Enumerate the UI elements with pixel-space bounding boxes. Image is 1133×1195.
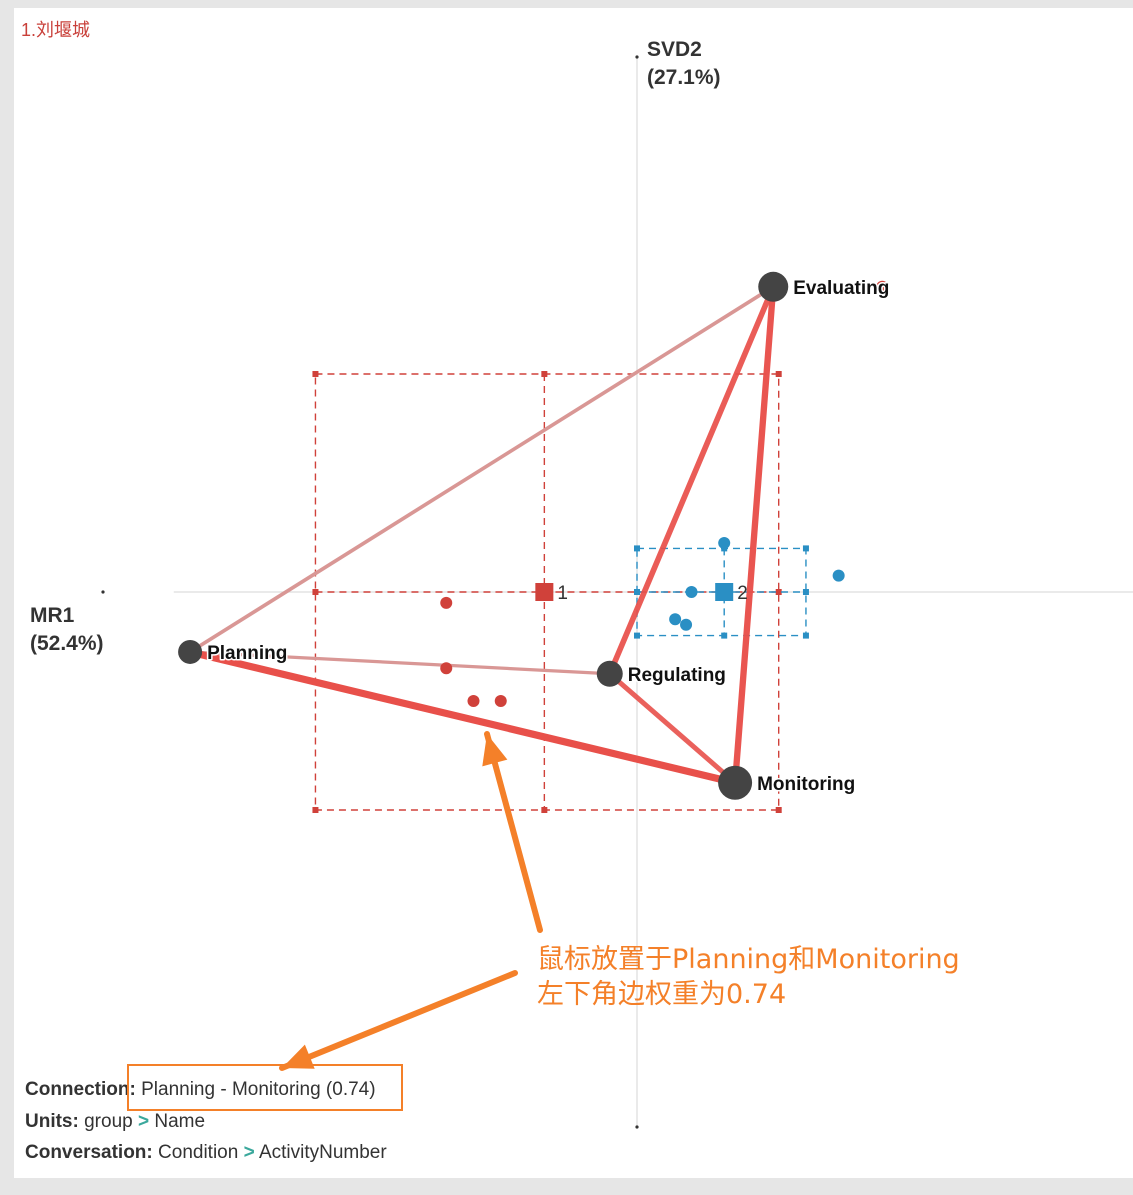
group-1-unit-point — [440, 662, 453, 675]
group-1-mean-label: 1 — [557, 583, 568, 604]
node-monitoring-label: Monitoring — [757, 774, 855, 795]
group-2-unit-point — [685, 586, 698, 598]
group-1-unit-point — [494, 695, 507, 707]
group-1-ci-handle — [312, 371, 319, 377]
connection-label: Connection: — [25, 1079, 136, 1100]
edge-evaluating-regulating — [606, 283, 777, 677]
conversation-condition[interactable]: Condition — [158, 1142, 239, 1163]
group-2-unit-point — [718, 536, 731, 549]
group-1-ci-handle — [541, 807, 548, 813]
annotation-arrows — [279, 731, 543, 1071]
edge-planning-monitoring — [186, 648, 739, 787]
group-2-ci-handle — [634, 589, 640, 595]
conversation-label: Conversation: — [25, 1142, 153, 1163]
y-axis-end-tick-top — [635, 55, 639, 59]
group-2-mean-marker — [715, 583, 734, 601]
units-group[interactable]: group — [84, 1111, 133, 1132]
x-axis-end-tick — [101, 590, 105, 594]
group-2-unit-point — [832, 569, 845, 582]
conversation-info: Conversation: Condition > ActivityNumber — [25, 1142, 387, 1164]
network-edges — [186, 283, 777, 787]
node-evaluating — [758, 271, 789, 302]
node-planning — [178, 639, 203, 664]
group-2-ci-handle — [721, 632, 728, 639]
group-2-ci-handle — [802, 545, 809, 552]
arrow-to-edge-shaft — [484, 731, 543, 933]
node-monitoring — [718, 765, 753, 800]
group-1-ci-handle — [775, 371, 782, 377]
group-1-ci-handle — [775, 589, 782, 595]
units-separator: > — [138, 1111, 150, 1132]
y-axis-name: SVD2 — [647, 38, 702, 61]
group-1-ci-handle — [312, 807, 319, 813]
units-name[interactable]: Name — [154, 1111, 206, 1132]
group-1-mean-marker — [535, 583, 554, 601]
units-info: Units: group > Name — [25, 1111, 205, 1133]
conversation-separator: > — [243, 1142, 255, 1163]
x-axis-name: MR1 — [30, 604, 75, 627]
edge-regulating-monitoring — [607, 671, 738, 786]
group-2-ci-handle — [634, 545, 640, 552]
group-2-ci-handle — [802, 589, 809, 595]
connection-value: Planning - Monitoring (0.74) — [141, 1079, 376, 1100]
annotation-line-1: 鼠标放置于Planning和Monitoring — [537, 944, 960, 975]
connection-info: Connection: Planning - Monitoring (0.74) — [25, 1079, 376, 1101]
node-planning-label: Planning — [207, 643, 287, 664]
group-1-ci-handle — [775, 807, 782, 813]
x-axis-variance: (52.4%) — [30, 632, 104, 655]
group-2-ci-handle — [634, 632, 640, 639]
y-axis-end-tick-bottom — [635, 1125, 639, 1129]
node-evaluating-label: Evaluating — [793, 278, 889, 299]
arrow-to-edge-head — [482, 734, 508, 767]
group-1-unit-point — [876, 280, 889, 293]
edge-planning-regulating — [188, 650, 612, 676]
group-1-ci-handle — [312, 589, 319, 595]
group-2-unit-point — [680, 618, 693, 631]
group-2-unit-point — [669, 613, 682, 626]
unit-points — [440, 280, 889, 707]
group-1-ci-handle — [541, 371, 548, 377]
group-1-unit-point — [440, 596, 453, 609]
edge-evaluating-monitoring — [731, 283, 777, 786]
y-axis-variance: (27.1%) — [647, 66, 721, 89]
annotation-text: 鼠标放置于Planning和Monitoring 左下角边权重为0.74 — [537, 942, 960, 1012]
connection-highlight-box — [127, 1064, 403, 1111]
node-regulating — [596, 660, 623, 687]
group-2-ci-handle — [802, 632, 809, 639]
plot-panel — [14, 8, 1133, 1178]
arrow-to-connection-shaft — [279, 970, 518, 1071]
network-nodes: Evaluating Planning Regulating Monitoring — [178, 271, 891, 800]
group-1-unit-point — [467, 695, 480, 707]
arrow-to-connection-head — [282, 1044, 315, 1069]
page-title: 1.刘堰城 — [21, 20, 91, 40]
conversation-activity[interactable]: ActivityNumber — [258, 1142, 387, 1163]
annotation-line-2: 左下角边权重为0.74 — [537, 979, 787, 1010]
node-regulating-label: Regulating — [628, 665, 726, 686]
group-2-mean-label: 2 — [737, 583, 748, 604]
units-label: Units: — [25, 1111, 79, 1132]
edge-planning-evaluating — [188, 284, 776, 654]
x-axis-label: MR1 (52.4%) — [30, 602, 104, 658]
y-axis-label: SVD2 (27.1%) — [647, 36, 721, 92]
